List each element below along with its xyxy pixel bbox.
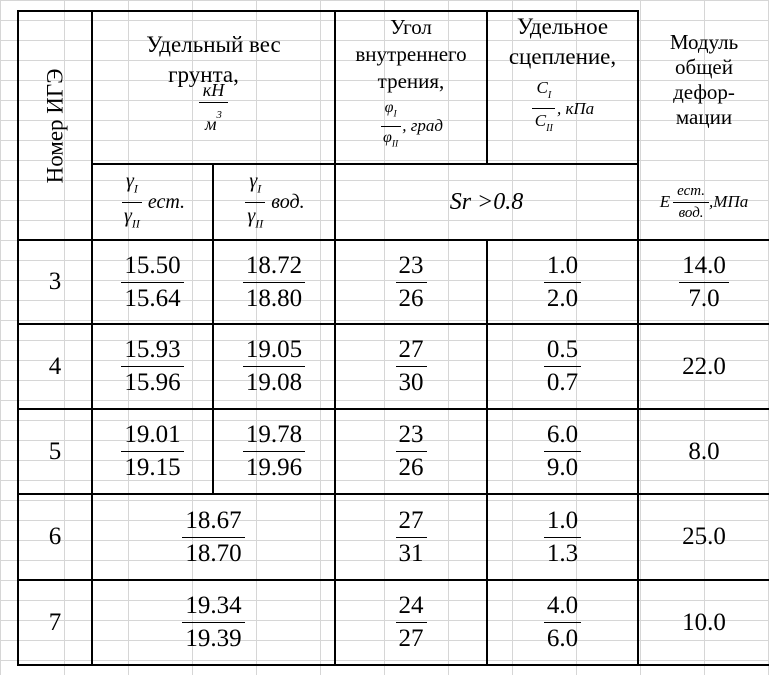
header-ige: Номер ИГЭ [19,12,91,239]
header-friction-line1: Угол [390,15,432,39]
table-row-ige: 7 [48,608,62,636]
c-symbol-fraction: CI CII [531,78,557,139]
table-row-ige: 3 [48,268,62,295]
header-gamma-vod: γI γII вод. [245,170,305,230]
table-cell-phi: 27 31 [336,495,486,579]
header-sr-condition: Sr >0.8 [336,165,637,239]
divider-h1 [91,163,639,165]
header-cohesion-line1: Удельное [516,14,609,39]
header-unit-weight-line2: грунта, [168,62,239,87]
label-vod: вод. [271,191,305,213]
friction-unit: град [410,116,443,135]
header-unit-weight: Удельный вес грунта, кН м3 [93,30,334,160]
header-gamma-est: γI γII ест. [121,170,186,230]
table-cell-c: 1.0 2.0 [488,241,637,323]
table-cell-gamma-est: 19.01 19.15 [93,410,212,493]
header-friction-line3: трения, [377,69,445,93]
table-cell-phi: 23 26 [336,241,486,323]
sr-condition: Sr >0.8 [449,188,524,215]
table-cell-gamma-est: 15.93 15.96 [93,325,212,408]
divider-h6 [17,579,769,581]
table-cell-c: 1.0 1.3 [488,495,637,579]
divider-v4 [486,10,488,164]
unit-weight-unit: кН м3 [198,80,229,134]
phi-symbol-fraction: φI φII [379,99,402,153]
header-modulus-line1: Модуль [669,30,739,54]
divider-v1 [91,10,93,666]
divider-v5 [637,10,639,666]
divider-h2 [17,239,769,241]
header-unit-weight-line1: Удельный вес [146,32,281,57]
table-cell-gamma: 19.34 19.39 [93,581,334,664]
table-cell-phi: 27 30 [336,325,486,408]
divider-h5 [17,493,769,495]
table-cell-e: 25.0 [682,523,726,550]
border-bottom [17,664,769,666]
table-row-ige: 6 [48,523,62,550]
table-cell-c: 0.5 0.7 [488,325,637,408]
table-cell-e: 14.0 7.0 [639,241,769,323]
table-cell-phi: 23 26 [336,410,486,493]
table-cell-phi: 24 27 [336,581,486,664]
header-modulus-line3: дефор- [673,80,735,104]
table-row-ige: 4 [48,352,62,380]
label-est: ест. [147,191,186,213]
header-e-est-vod: E ест. вод. ,МПа [659,182,749,221]
table-cell-gamma: 18.67 18.70 [93,495,334,579]
table-cell-e: 10.0 [682,608,726,636]
table-cell-gamma-vod: 19.78 19.96 [214,410,334,493]
divider-v2 [212,163,214,494]
table-cell-e: 22.0 [682,352,726,380]
header-modulus: Модуль общей дефор- мации [639,30,769,163]
divider-v4b [486,240,488,666]
header-cohesion-line2: сцепление, [508,44,617,69]
header-cohesion: Удельное сцепление, CI CII , кПа [488,12,637,163]
border-top [17,10,639,12]
table-cell-gamma-vod: 18.72 18.80 [214,241,334,323]
table-cell-gamma-est: 15.50 15.64 [93,241,212,323]
modulus-unit: МПа [713,192,749,211]
divider-h3 [17,323,769,325]
header-modulus-line4: мации [675,105,733,129]
divider-h4 [17,408,769,410]
cohesion-unit: кПа [565,98,595,118]
border-left [17,10,19,666]
header-friction-line2: внутреннего [355,42,467,66]
table-cell-c: 6.0 9.0 [488,410,637,493]
table-cell-c: 4.0 6.0 [488,581,637,664]
table-cell-gamma-vod: 19.05 19.08 [214,325,334,408]
table-cell-e: 8.0 [688,437,720,465]
divider-v3 [334,10,336,666]
table-row-ige: 5 [48,437,62,465]
header-ige-label: Номер ИГЭ [42,68,67,183]
header-friction-angle: Угол внутреннего трения, φI φII , град [336,12,486,163]
header-modulus-line2: общей [675,55,733,79]
